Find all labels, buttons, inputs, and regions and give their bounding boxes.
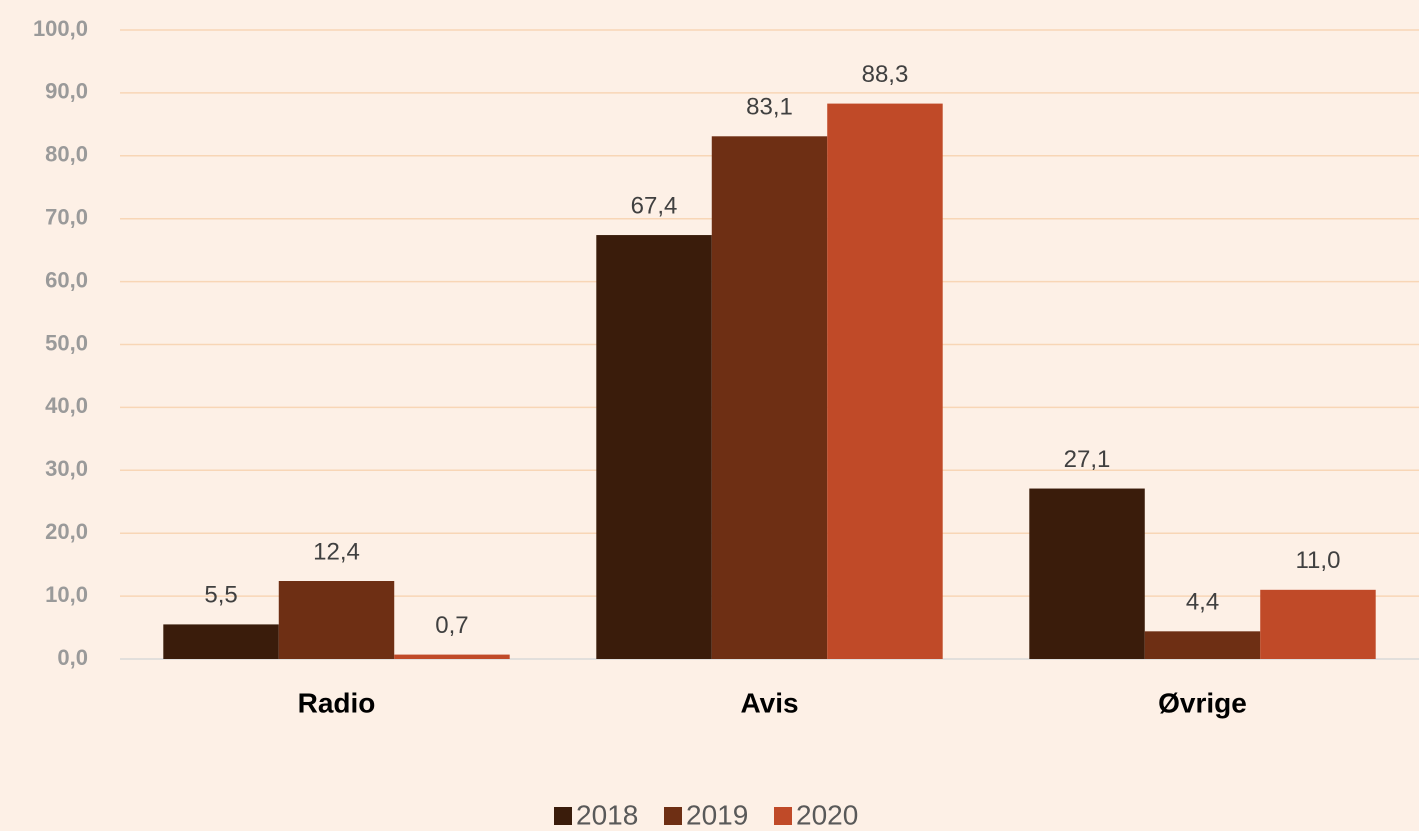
x-tick-label: Radio — [298, 687, 376, 718]
bar — [394, 654, 510, 659]
y-tick-label: 70,0 — [45, 205, 88, 230]
legend-label: 2020 — [796, 799, 858, 830]
bar — [711, 136, 828, 659]
y-tick-label: 40,0 — [45, 393, 88, 418]
x-tick-label: Øvrige — [1158, 687, 1247, 718]
data-label: 5,5 — [204, 582, 237, 609]
y-tick-label: 10,0 — [45, 582, 88, 607]
y-tick-label: 60,0 — [45, 267, 88, 292]
bar — [163, 624, 279, 659]
data-label: 12,4 — [313, 538, 360, 565]
bar — [1144, 631, 1261, 659]
data-label: 67,4 — [631, 192, 678, 219]
data-label: 83,1 — [746, 94, 793, 121]
bar — [1029, 488, 1145, 659]
data-label: 27,1 — [1064, 446, 1111, 473]
bar — [1260, 589, 1376, 659]
y-tick-label: 50,0 — [45, 330, 88, 355]
data-label: 4,4 — [1186, 589, 1219, 616]
y-tick-label: 0,0 — [57, 645, 88, 670]
y-tick-label: 100,0 — [33, 16, 88, 41]
bar — [596, 235, 712, 659]
y-tick-label: 80,0 — [45, 142, 88, 167]
data-label: 88,3 — [862, 61, 909, 88]
bar — [278, 581, 395, 659]
legend-swatch — [664, 807, 682, 825]
legend-swatch — [774, 807, 792, 825]
y-tick-label: 90,0 — [45, 79, 88, 104]
bar — [827, 103, 943, 659]
legend-label: 2019 — [686, 799, 748, 830]
legend-label: 2018 — [576, 799, 638, 830]
x-tick-label: Avis — [740, 687, 798, 718]
y-tick-label: 20,0 — [45, 519, 88, 544]
y-tick-label: 30,0 — [45, 456, 88, 481]
data-label: 0,7 — [435, 612, 468, 639]
legend-swatch — [554, 807, 572, 825]
data-label: 11,0 — [1295, 547, 1340, 574]
